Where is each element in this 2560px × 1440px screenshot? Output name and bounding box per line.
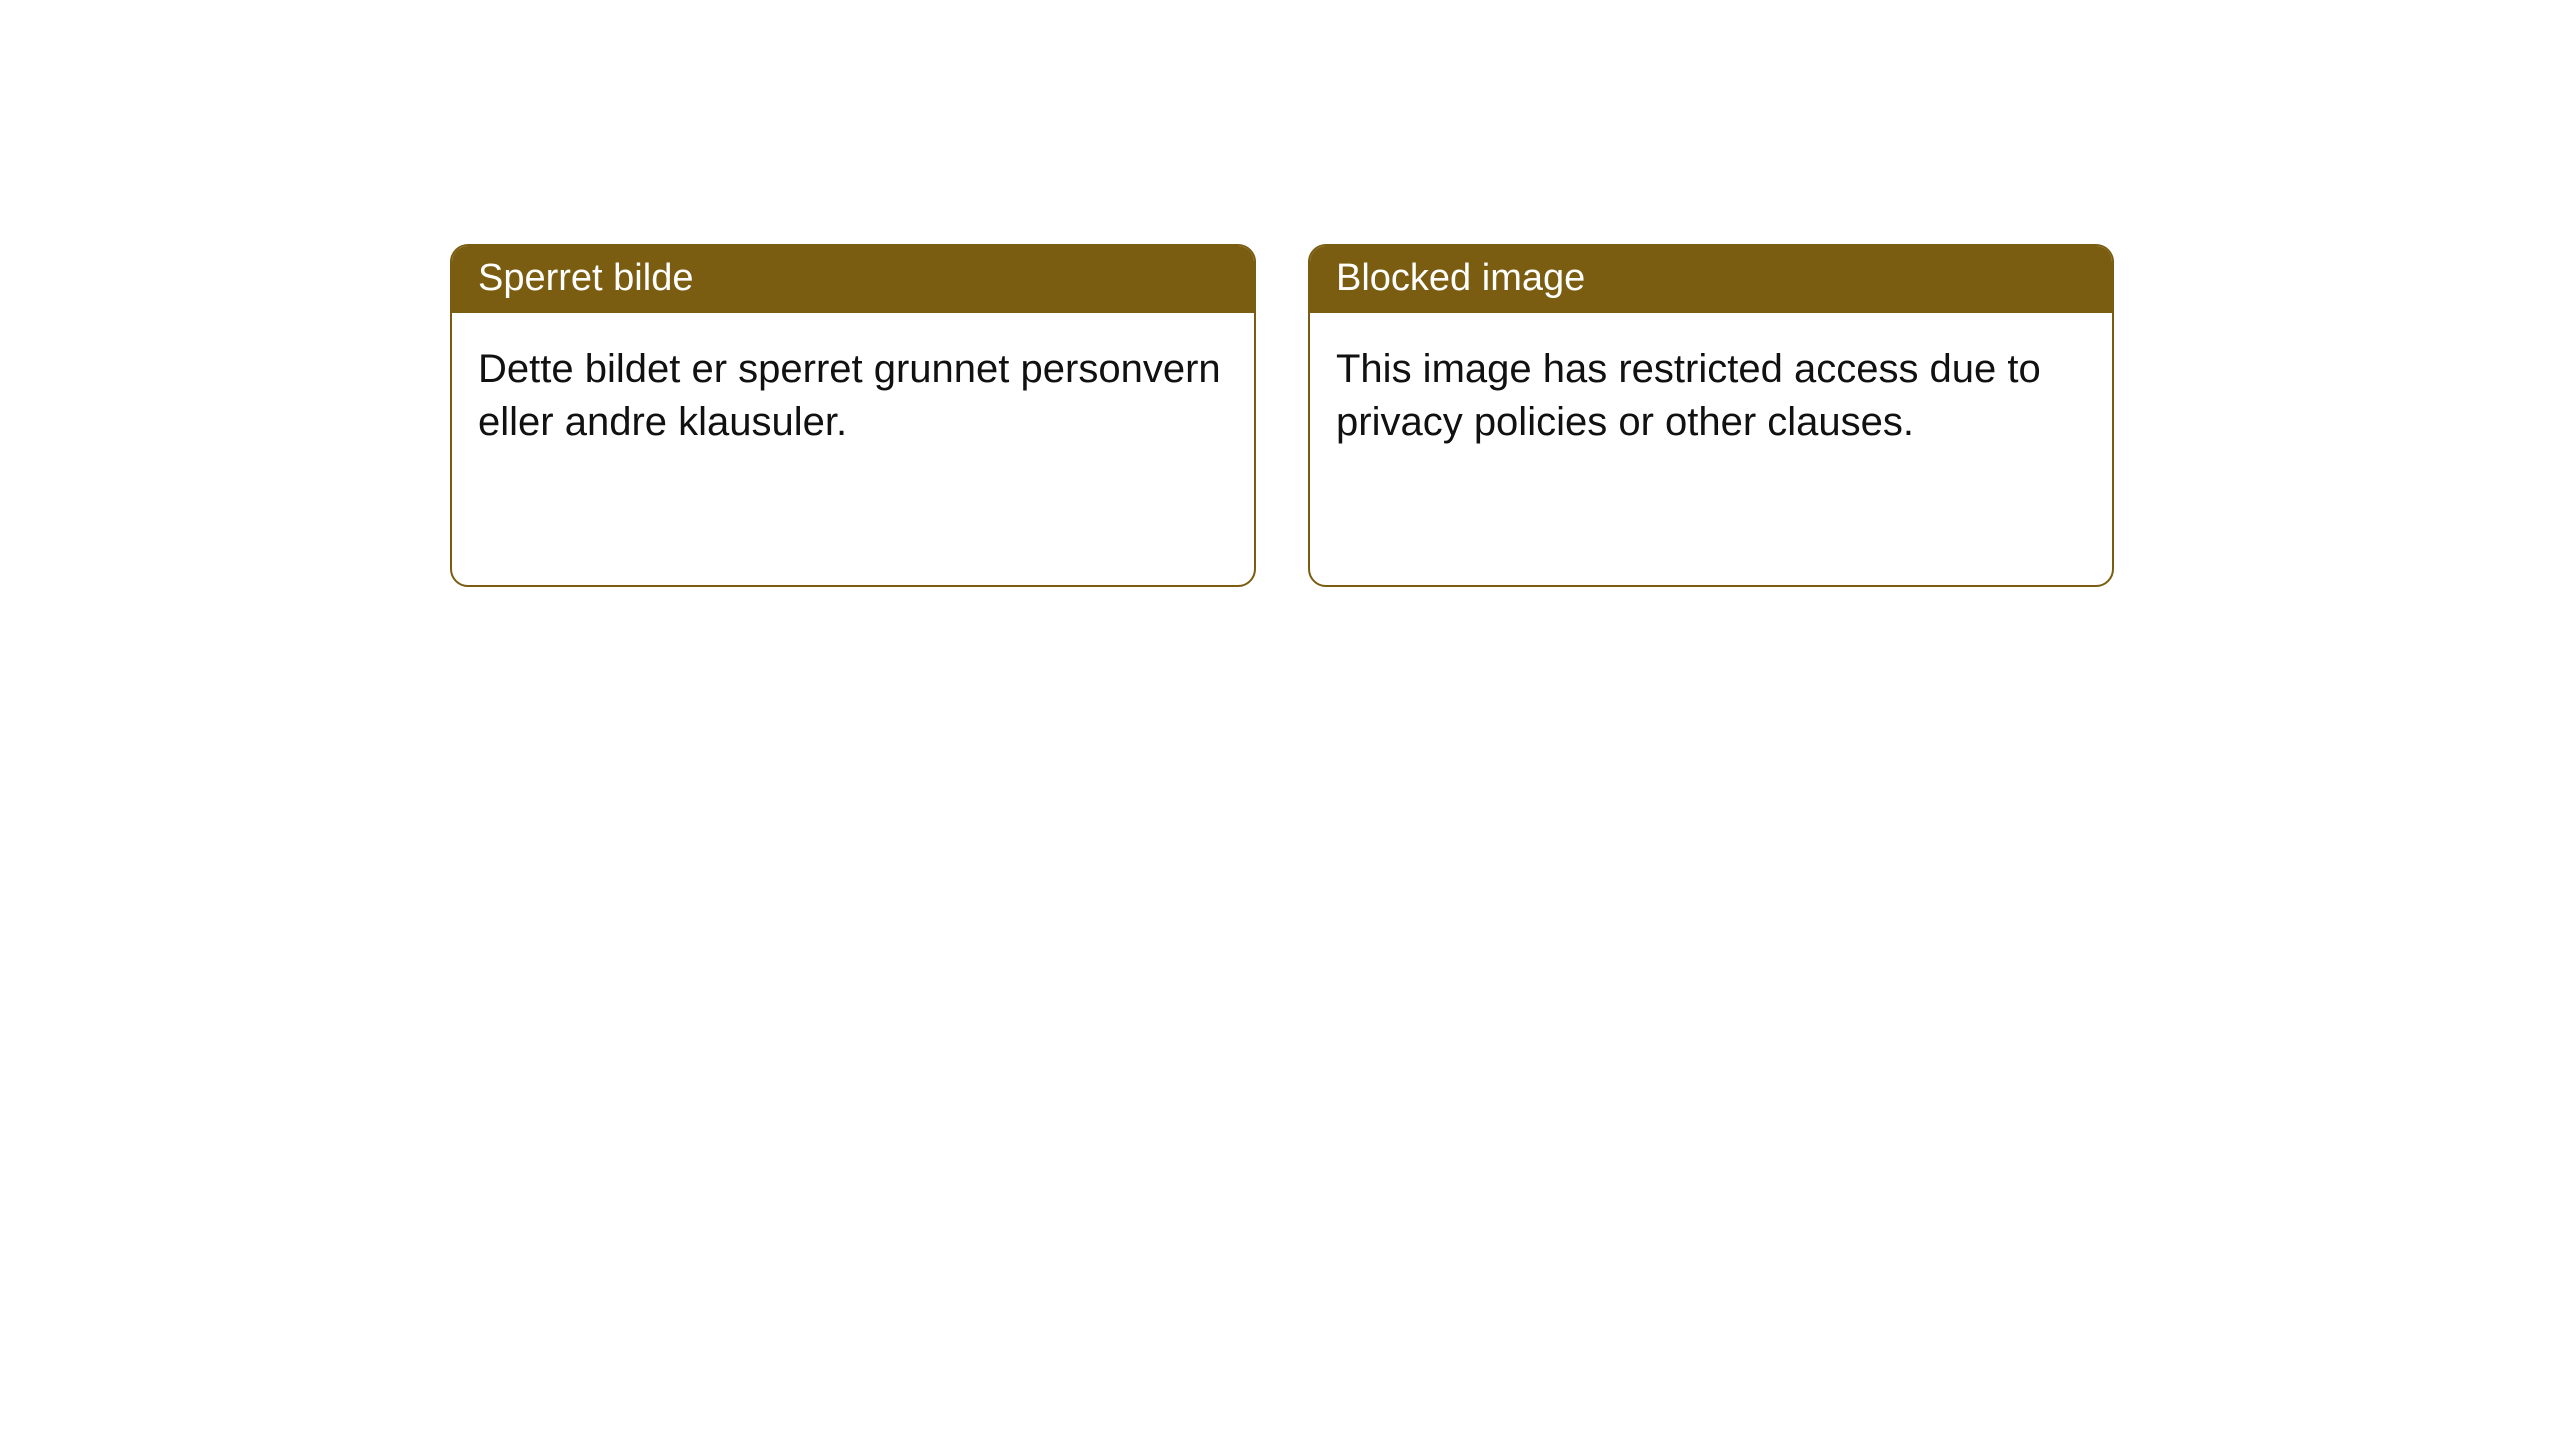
notice-container: Sperret bilde Dette bildet er sperret gr… [0, 0, 2560, 587]
notice-card-norwegian: Sperret bilde Dette bildet er sperret gr… [450, 244, 1256, 587]
notice-card-english: Blocked image This image has restricted … [1308, 244, 2114, 587]
notice-header: Blocked image [1310, 246, 2112, 313]
notice-body: This image has restricted access due to … [1310, 313, 2112, 585]
notice-header: Sperret bilde [452, 246, 1254, 313]
notice-body: Dette bildet er sperret grunnet personve… [452, 313, 1254, 585]
